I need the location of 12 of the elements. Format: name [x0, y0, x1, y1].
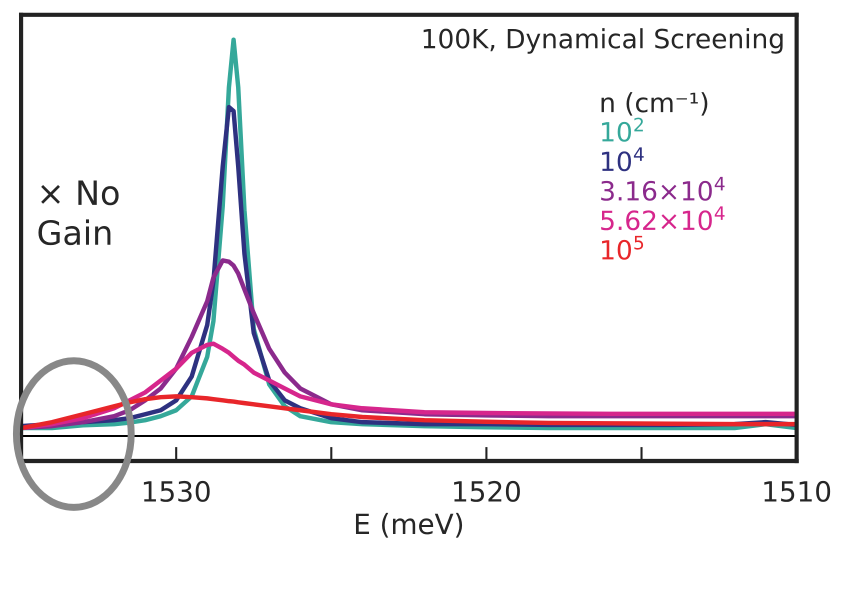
- x-axis-title: E (meV): [356, 512, 462, 538]
- legend-title: n (cm⁻¹): [602, 92, 708, 116]
- text: 10$^{2}$: [602, 118, 643, 142]
- text: 10$^{5}$: [602, 236, 644, 260]
- text: 5.62×10$^{4}$: [601, 206, 725, 230]
- x-tick-label: 1530: [144, 480, 210, 502]
- text: 3.16×10$^{4}$: [601, 176, 725, 201]
- annotation: 100K, Dynamical Screening: [424, 28, 783, 54]
- text: 10$^{4}$: [602, 147, 644, 172]
- x-tick-label: 1520: [454, 480, 520, 502]
- x-tick-label: 1510: [764, 480, 830, 502]
- annotation: × No Gain: [38, 180, 119, 246]
